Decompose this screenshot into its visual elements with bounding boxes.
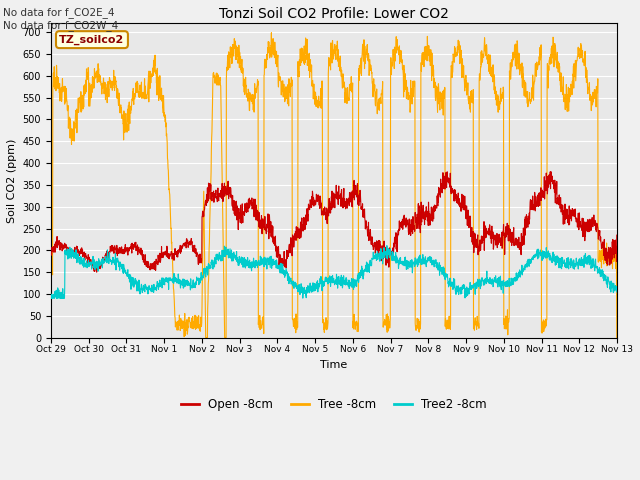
X-axis label: Time: Time (321, 360, 348, 370)
Title: Tonzi Soil CO2 Profile: Lower CO2: Tonzi Soil CO2 Profile: Lower CO2 (219, 7, 449, 21)
Legend: Open -8cm, Tree -8cm, Tree2 -8cm: Open -8cm, Tree -8cm, Tree2 -8cm (177, 394, 492, 416)
Text: No data for f_CO2E_4
No data for f_CO2W_4: No data for f_CO2E_4 No data for f_CO2W_… (3, 7, 118, 31)
Y-axis label: Soil CO2 (ppm): Soil CO2 (ppm) (7, 138, 17, 223)
Text: TZ_soilco2: TZ_soilco2 (60, 35, 125, 45)
